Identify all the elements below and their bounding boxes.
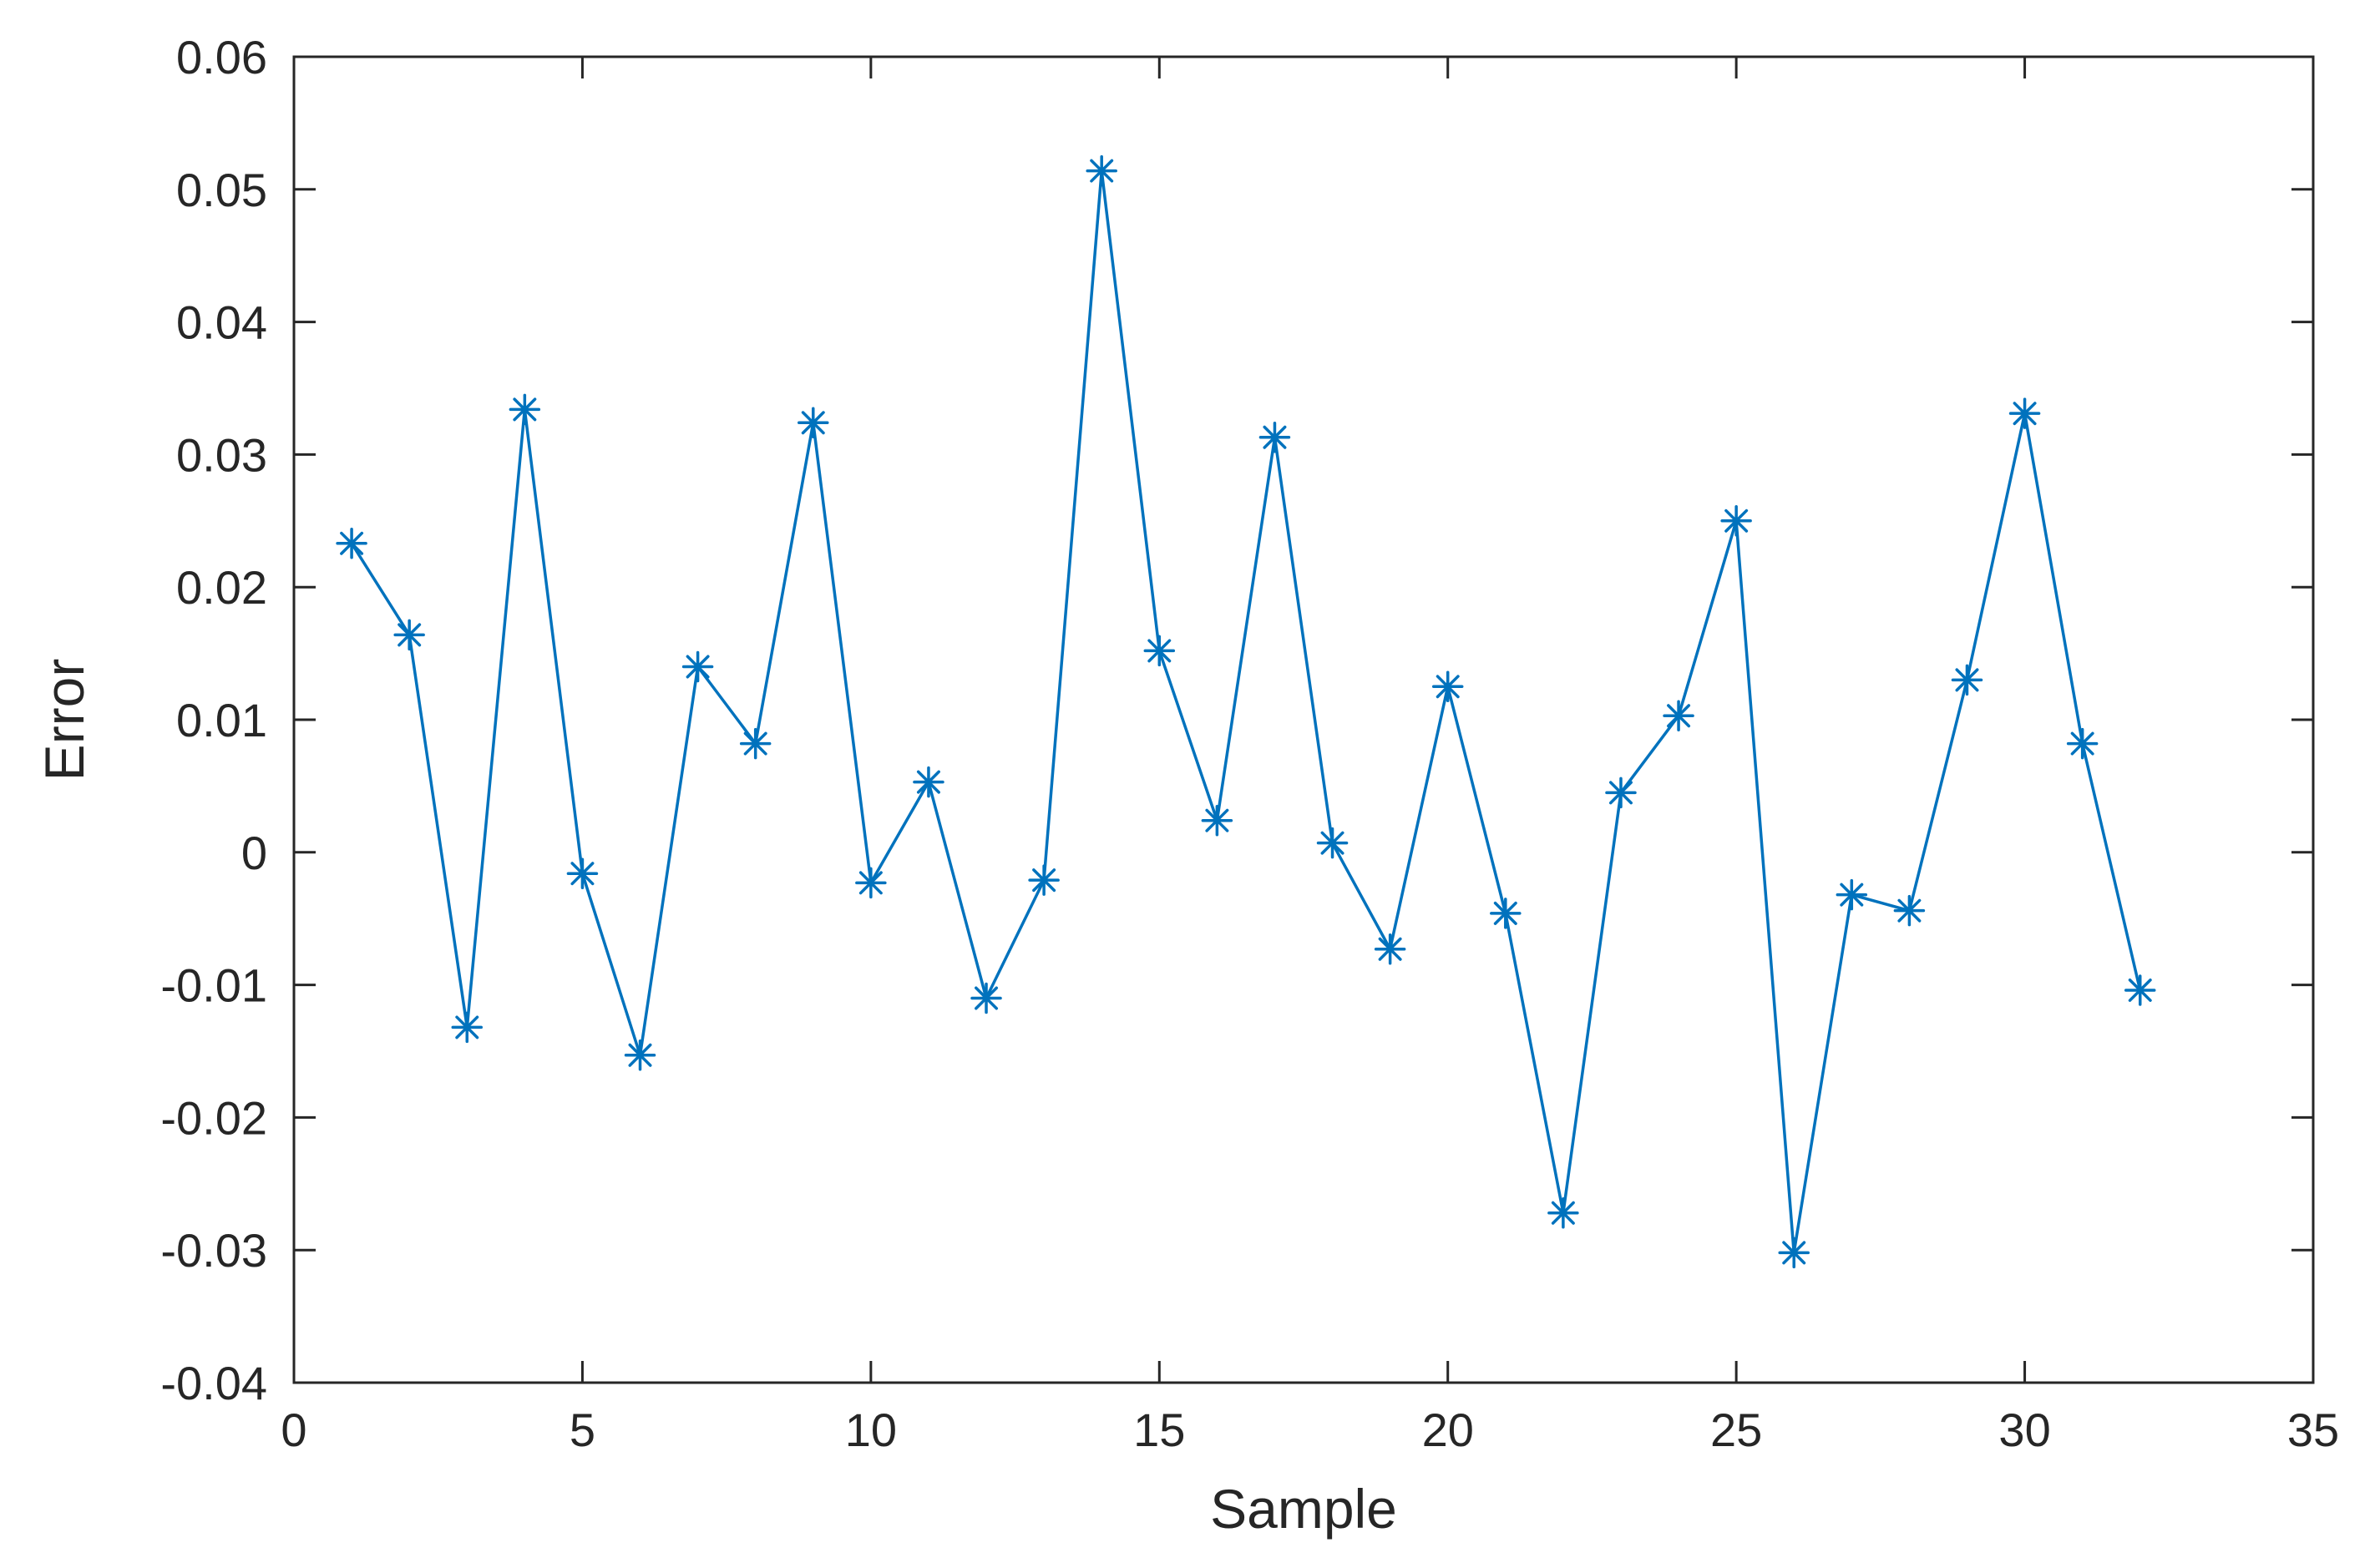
x-axis: 0 5 10 15 20 25 30 35 <box>281 57 2339 1456</box>
data-point <box>1258 422 1291 453</box>
data-point <box>1374 933 1406 965</box>
data-point <box>739 727 772 760</box>
data-point <box>566 857 599 889</box>
data-point <box>970 982 1002 1014</box>
x-tick-label: 25 <box>1710 1404 1762 1456</box>
y-tick-label: 0.05 <box>176 164 267 216</box>
data-point <box>2066 727 2099 760</box>
data-point <box>1951 664 1983 696</box>
data-point <box>913 766 944 798</box>
y-tick-label: 0 <box>241 827 267 879</box>
y-tick-label: 0.01 <box>176 694 267 746</box>
y-tick-label: 0.02 <box>176 561 267 614</box>
data-point <box>2124 974 2156 1006</box>
y-tick-label: 0.04 <box>176 296 267 349</box>
data-point <box>451 1011 484 1044</box>
data-point <box>798 407 829 439</box>
data-point <box>1720 505 1752 537</box>
x-tick-label: 35 <box>2287 1404 2339 1456</box>
x-axis-title: Sample <box>1210 1478 1397 1540</box>
x-tick-label: 15 <box>1133 1404 1185 1456</box>
y-tick-label: -0.03 <box>160 1224 267 1277</box>
x-tick-label: 5 <box>570 1404 595 1456</box>
data-point <box>1663 700 1694 731</box>
y-axis: -0.04 -0.03 -0.02 -0.01 0 0.01 0.02 0.03 0.04 0.0… <box>160 31 2313 1409</box>
data-point <box>1836 878 1868 911</box>
data-point <box>1201 804 1233 837</box>
y-tick-label: 0.06 <box>176 31 267 83</box>
data-point <box>1316 827 1349 859</box>
x-tick-label: 10 <box>845 1404 897 1456</box>
data-point <box>1893 894 1926 927</box>
data-point <box>1143 635 1176 667</box>
data-point <box>1086 154 1117 187</box>
data-point <box>1547 1196 1579 1229</box>
y-tick-label: 0.03 <box>176 428 267 481</box>
data-point <box>855 867 887 899</box>
y-tick-label: -0.04 <box>160 1357 267 1409</box>
data-point <box>1028 864 1060 896</box>
data-point <box>509 393 541 426</box>
x-tick-label: 0 <box>281 1404 306 1456</box>
y-tick-label: -0.02 <box>160 1091 267 1144</box>
data-point <box>1605 776 1637 809</box>
y-axis-title: Error <box>33 659 95 782</box>
data-point <box>393 619 425 651</box>
y-tick-label: -0.01 <box>160 959 267 1012</box>
data-point <box>336 528 367 559</box>
x-tick-label: 30 <box>1998 1404 2050 1456</box>
series-line <box>350 169 2142 1255</box>
x-tick-label: 20 <box>1422 1404 1474 1456</box>
series-layer <box>336 154 2156 1269</box>
data-point <box>624 1039 656 1071</box>
data-point <box>1778 1237 1810 1269</box>
data-point <box>2008 397 2041 429</box>
data-point <box>1490 898 1522 929</box>
data-point <box>1431 670 1464 703</box>
data-point <box>681 650 714 683</box>
